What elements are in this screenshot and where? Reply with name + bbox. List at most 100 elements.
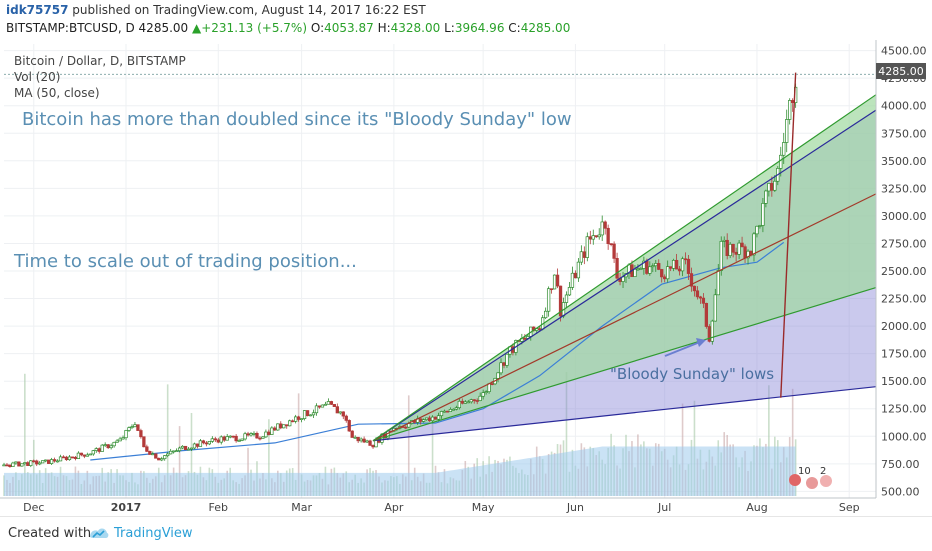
candle-body	[228, 435, 232, 438]
candle-body	[118, 438, 122, 442]
candle-body	[371, 445, 375, 448]
candle-body	[174, 450, 179, 453]
candle-body	[100, 444, 104, 452]
candle-body	[2, 464, 6, 467]
candle-body	[591, 235, 595, 240]
candle-body	[32, 460, 36, 463]
candle-body	[46, 459, 51, 464]
candle-body	[594, 235, 598, 238]
candle-body	[698, 296, 703, 299]
candle-body	[317, 405, 322, 408]
candle-body	[737, 242, 741, 255]
y-tick-label: 2500.00	[881, 265, 927, 278]
candle-body	[195, 443, 200, 447]
y-tick-label: 2750.00	[881, 237, 927, 250]
candle-body	[585, 236, 589, 258]
candle-body	[44, 459, 48, 462]
volume-badge-left: 10	[798, 466, 811, 477]
candle-body	[341, 411, 345, 417]
candle-body	[523, 337, 527, 340]
axes: 500.00 750.00 1000.00 1250.00 1500.00 1750.00…	[0, 40, 927, 514]
volume-bar	[407, 395, 410, 496]
candle-body	[582, 251, 586, 258]
y-tick-label: 3500.00	[881, 155, 927, 168]
open-label: O:	[310, 21, 325, 35]
candle-body	[466, 401, 470, 404]
candle-body	[282, 424, 286, 429]
candle-body	[130, 426, 134, 429]
candle-body	[716, 270, 720, 296]
candle-body	[17, 461, 21, 467]
x-tick-label: Sep	[839, 501, 860, 514]
candle-body	[243, 433, 247, 440]
candle-body	[291, 420, 295, 423]
candle-body	[731, 243, 735, 253]
volume-bar	[565, 372, 568, 496]
fan-line	[372, 286, 877, 442]
y-tick-label: 1250.00	[881, 403, 927, 416]
candle-body	[305, 410, 310, 417]
candle-body	[785, 119, 789, 143]
candle-body	[457, 400, 461, 409]
volume-bar	[791, 388, 794, 496]
candle-body	[668, 266, 673, 269]
close-value: 4285.00	[520, 21, 571, 35]
candle-body	[546, 288, 551, 312]
candle-body	[663, 276, 667, 280]
tradingview-brand[interactable]: TradingView	[114, 526, 193, 541]
candle-body	[481, 392, 485, 397]
candlesticks	[2, 83, 798, 468]
candle-body	[258, 437, 262, 440]
candle-body	[674, 259, 679, 270]
candle-body	[451, 408, 456, 411]
up-triangle-icon: ▲	[192, 21, 202, 35]
chart-header: idk75757 published on TradingView.com, A…	[0, 0, 932, 40]
fan-line	[372, 193, 877, 442]
tradingview-logo-icon	[90, 528, 109, 538]
candle-body	[136, 424, 140, 431]
candle-body	[285, 424, 289, 427]
candle-body	[692, 285, 697, 292]
volume-bar	[247, 447, 249, 496]
candle-body	[85, 454, 89, 457]
candle-body	[606, 227, 610, 244]
candle-body	[20, 463, 24, 467]
candle-body	[505, 353, 509, 366]
candle-body	[707, 326, 711, 342]
candle-body	[183, 445, 188, 451]
last-price-badge: 4285.00	[876, 63, 926, 79]
candle-body	[767, 183, 771, 192]
candle-body	[55, 460, 60, 463]
candle-body	[252, 432, 256, 435]
candle-body	[579, 251, 584, 263]
price-chart[interactable]: 500.00 750.00 1000.00 1250.00 1500.00 1750.00…	[0, 40, 932, 516]
candle-body	[163, 455, 167, 460]
candle-body	[139, 430, 143, 438]
volume-bar	[297, 393, 300, 496]
candle-body	[142, 436, 146, 448]
candle-body	[609, 243, 613, 245]
candle-body	[299, 418, 304, 420]
candle-body	[255, 432, 259, 439]
username-link[interactable]: idk75757	[6, 3, 69, 17]
candle-body	[600, 221, 604, 236]
candle-body	[362, 438, 366, 443]
arrow-icon	[664, 338, 706, 357]
candle-body	[558, 285, 563, 317]
price-change: +231.13 (+5.7%)	[201, 21, 307, 35]
candle-body	[743, 246, 747, 259]
candle-body	[555, 274, 560, 287]
volume-bar	[178, 426, 181, 496]
candle-body	[424, 417, 429, 421]
candle-body	[288, 420, 292, 427]
candle-body	[636, 268, 640, 271]
candle-body	[133, 424, 137, 428]
candle-body	[148, 451, 152, 455]
candle-body	[88, 453, 92, 456]
candle-body	[633, 268, 637, 277]
candle-body	[475, 400, 479, 402]
candle-body	[419, 418, 423, 422]
candle-body	[329, 401, 334, 405]
candle-body	[5, 464, 9, 467]
candle-body	[151, 453, 155, 456]
